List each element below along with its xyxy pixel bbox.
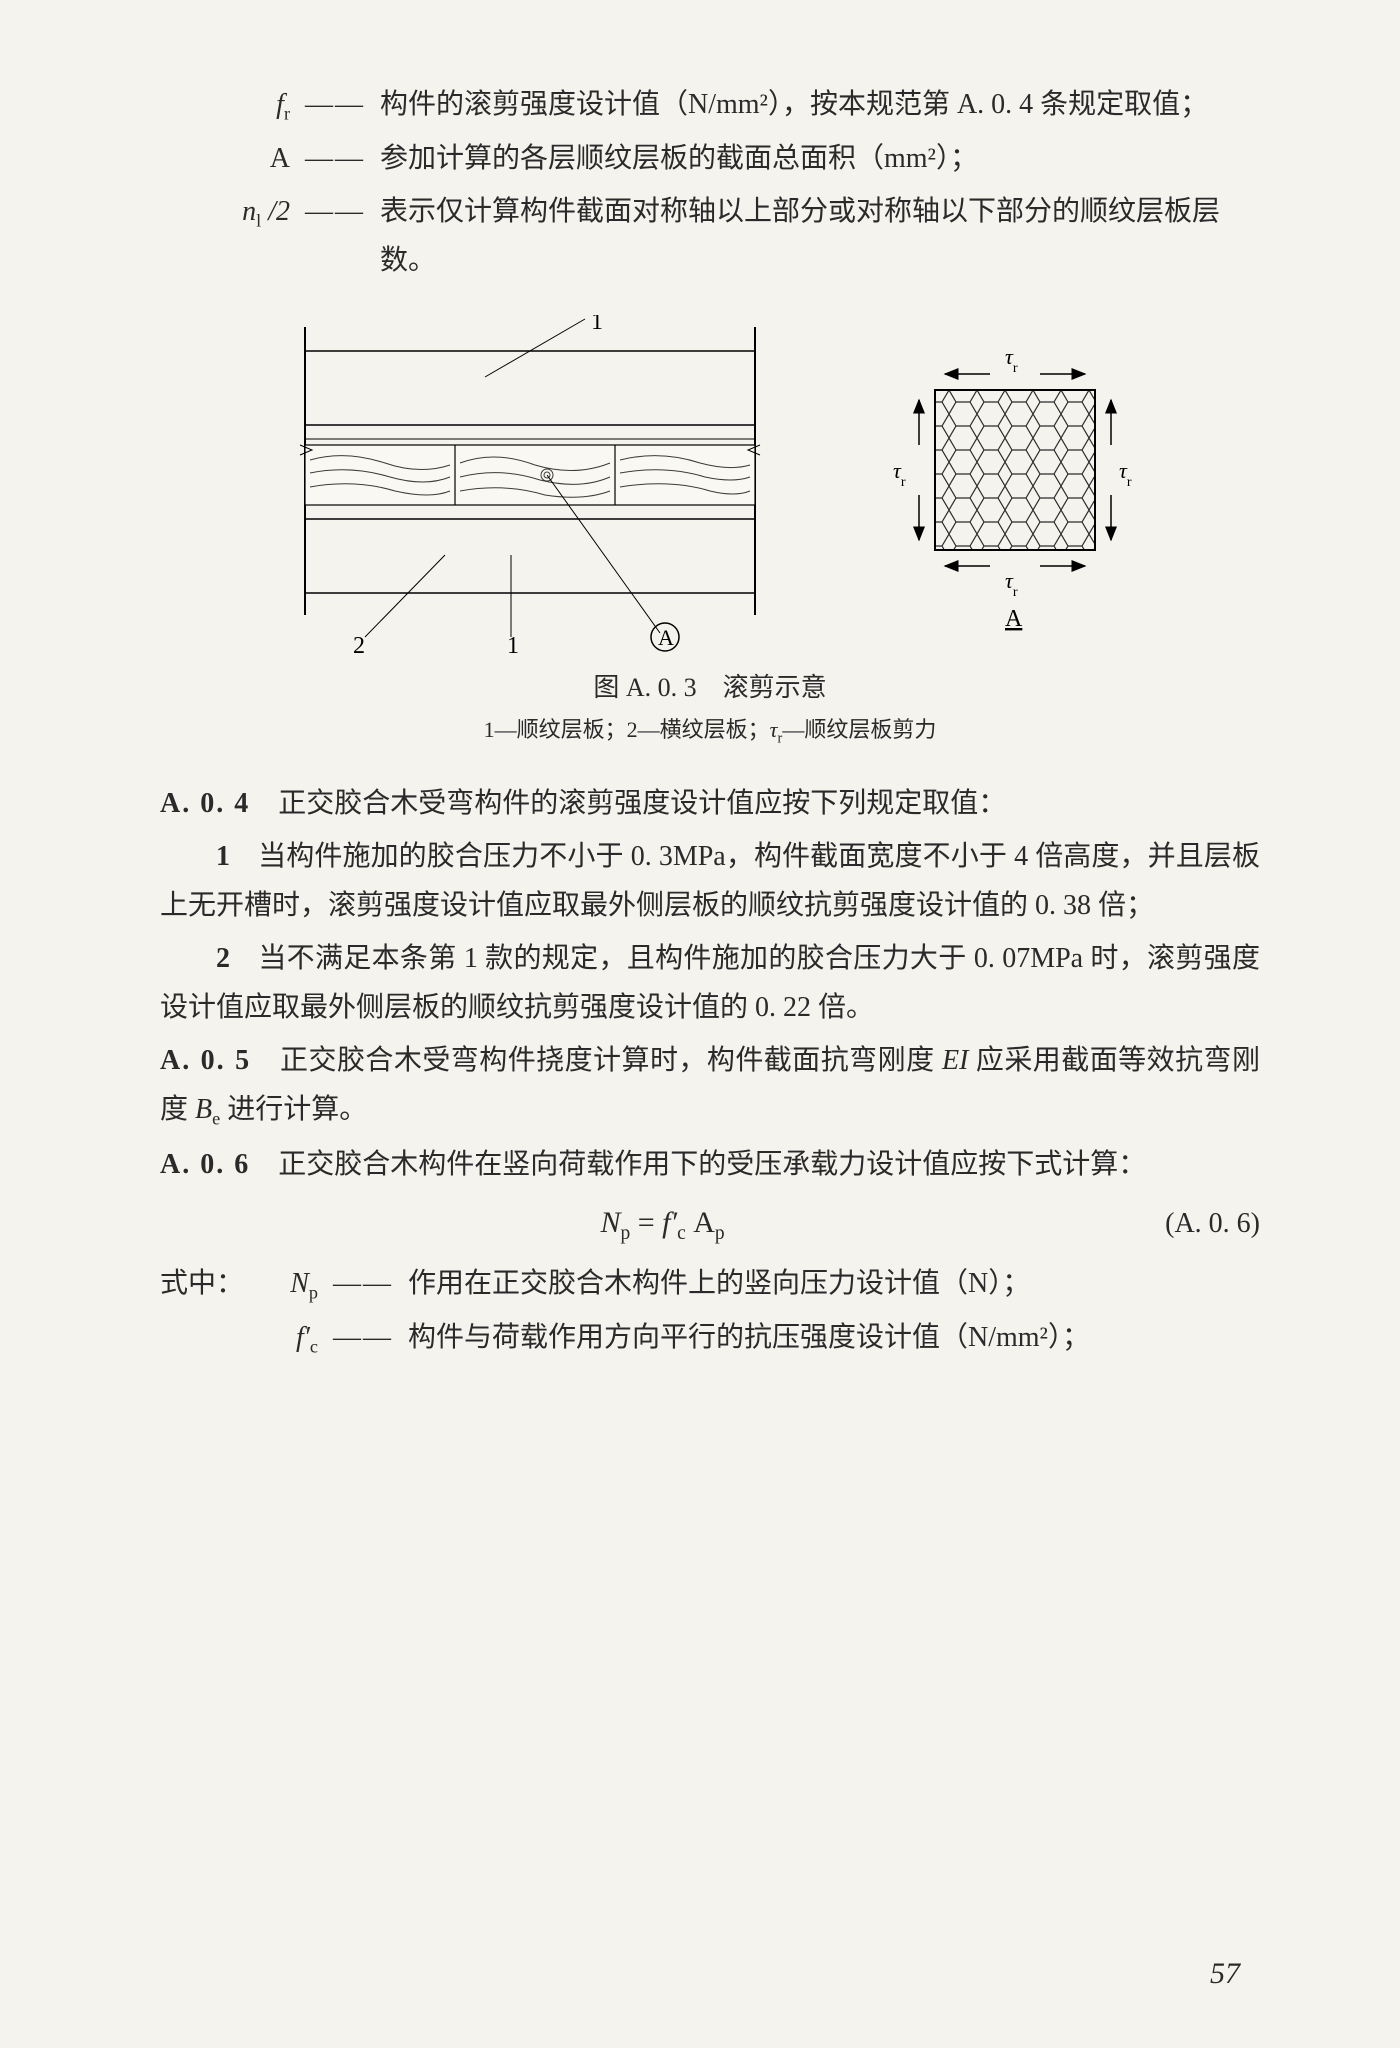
figure-a03: 1 [160, 315, 1260, 655]
detail-A-label: A [1005, 606, 1023, 632]
definitions-block: fr —— 构件的滚剪强度设计值（N/mm²），按本规范第 A. 0. 4 条规… [160, 80, 1260, 285]
def-A: A —— 参加计算的各层顺纹层板的截面总面积（mm²）； [160, 134, 1260, 183]
tau-left: τr [893, 458, 906, 490]
a04-item-1: 1当构件施加的胶合压力不小于 0. 3MPa，构件截面宽度不小于 4 倍高度，并… [160, 832, 1260, 930]
figure-left-svg: 1 [265, 315, 805, 655]
tau-top: τr [1005, 344, 1018, 376]
figure-right-svg: τr τr τr τr A [865, 330, 1155, 640]
page-number: 57 [1210, 1948, 1240, 2001]
fig-label-1b: 1 [507, 633, 519, 655]
def-sym: Np [248, 1259, 318, 1309]
def-dash: —— [290, 80, 380, 130]
figure-subcaption: 1—顺纹层板；2—横纹层板；τr—顺纹层板剪力 [160, 711, 1260, 751]
fig-label-A: A [658, 625, 674, 650]
item-text: 当构件施加的胶合压力不小于 0. 3MPa，构件截面宽度不小于 4 倍高度，并且… [160, 841, 1260, 921]
def-sym: fr [160, 80, 290, 130]
sec-num: A. 0. 5 [160, 1045, 251, 1076]
item-text: 当不满足本条第 1 款的规定，且构件施加的胶合压力大于 0. 07MPa 时，滚… [160, 943, 1260, 1023]
tau-right: τr [1119, 458, 1132, 490]
eq-body: Np = f′c Ap [160, 1197, 1165, 1251]
def-text: 参加计算的各层顺纹层板的截面总面积（mm²）； [380, 134, 1260, 183]
sec-text: 正交胶合木受弯构件的滚剪强度设计值应按下列规定取值： [278, 788, 1006, 819]
sec-text: 正交胶合木构件在竖向荷载作用下的受压承载力设计值应按下式计算： [278, 1149, 1146, 1180]
eq-defs: 式中： Np —— 作用在正交胶合木构件上的竖向压力设计值（N）； f′c ——… [160, 1259, 1260, 1364]
eqdef-prefix [160, 1313, 248, 1363]
def-nl2: nl /2 —— 表示仅计算构件截面对称轴以上部分或对称轴以下部分的顺纹层板层数… [160, 187, 1260, 285]
fig-label-1: 1 [591, 315, 603, 335]
figure-caption: 图 A. 0. 3 滚剪示意 [160, 665, 1260, 711]
fig-label-2: 2 [353, 633, 365, 655]
eqdef-Np: 式中： Np —— 作用在正交胶合木构件上的竖向压力设计值（N）； [160, 1259, 1260, 1309]
sec-a05: A. 0. 5 正交胶合木受弯构件挠度计算时，构件截面抗弯刚度 EI 应采用截面… [160, 1036, 1260, 1135]
equation-a06: Np = f′c Ap (A. 0. 6) [160, 1197, 1260, 1251]
def-fr: fr —— 构件的滚剪强度设计值（N/mm²），按本规范第 A. 0. 4 条规… [160, 80, 1260, 130]
def-sym: f′c [248, 1313, 318, 1363]
sec-num: A. 0. 4 [160, 788, 250, 819]
def-text: 构件的滚剪强度设计值（N/mm²），按本规范第 A. 0. 4 条规定取值； [380, 80, 1260, 130]
def-sym: nl /2 [160, 187, 290, 285]
def-dash: —— [318, 1313, 408, 1363]
def-sym: A [160, 134, 290, 183]
eqdef-fc: f′c —— 构件与荷载作用方向平行的抗压强度设计值（N/mm²）； [160, 1313, 1260, 1363]
sec-num: A. 0. 6 [160, 1149, 250, 1180]
def-dash: —— [290, 187, 380, 285]
eqdef-prefix: 式中： [160, 1259, 248, 1309]
def-dash: —— [290, 134, 380, 183]
def-dash: —— [318, 1259, 408, 1309]
sec-a04: A. 0. 4 正交胶合木受弯构件的滚剪强度设计值应按下列规定取值： [160, 779, 1260, 828]
sec-a06: A. 0. 6 正交胶合木构件在竖向荷载作用下的受压承载力设计值应按下式计算： [160, 1140, 1260, 1189]
def-text: 表示仅计算构件截面对称轴以上部分或对称轴以下部分的顺纹层板层数。 [380, 187, 1260, 285]
eq-num: (A. 0. 6) [1165, 1199, 1260, 1248]
tau-bottom: τr [1005, 568, 1018, 600]
a04-item-2: 2当不满足本条第 1 款的规定，且构件施加的胶合压力大于 0. 07MPa 时，… [160, 934, 1260, 1032]
def-text: 构件与荷载作用方向平行的抗压强度设计值（N/mm²）； [408, 1313, 1260, 1363]
def-text: 作用在正交胶合木构件上的竖向压力设计值（N）； [408, 1259, 1260, 1309]
